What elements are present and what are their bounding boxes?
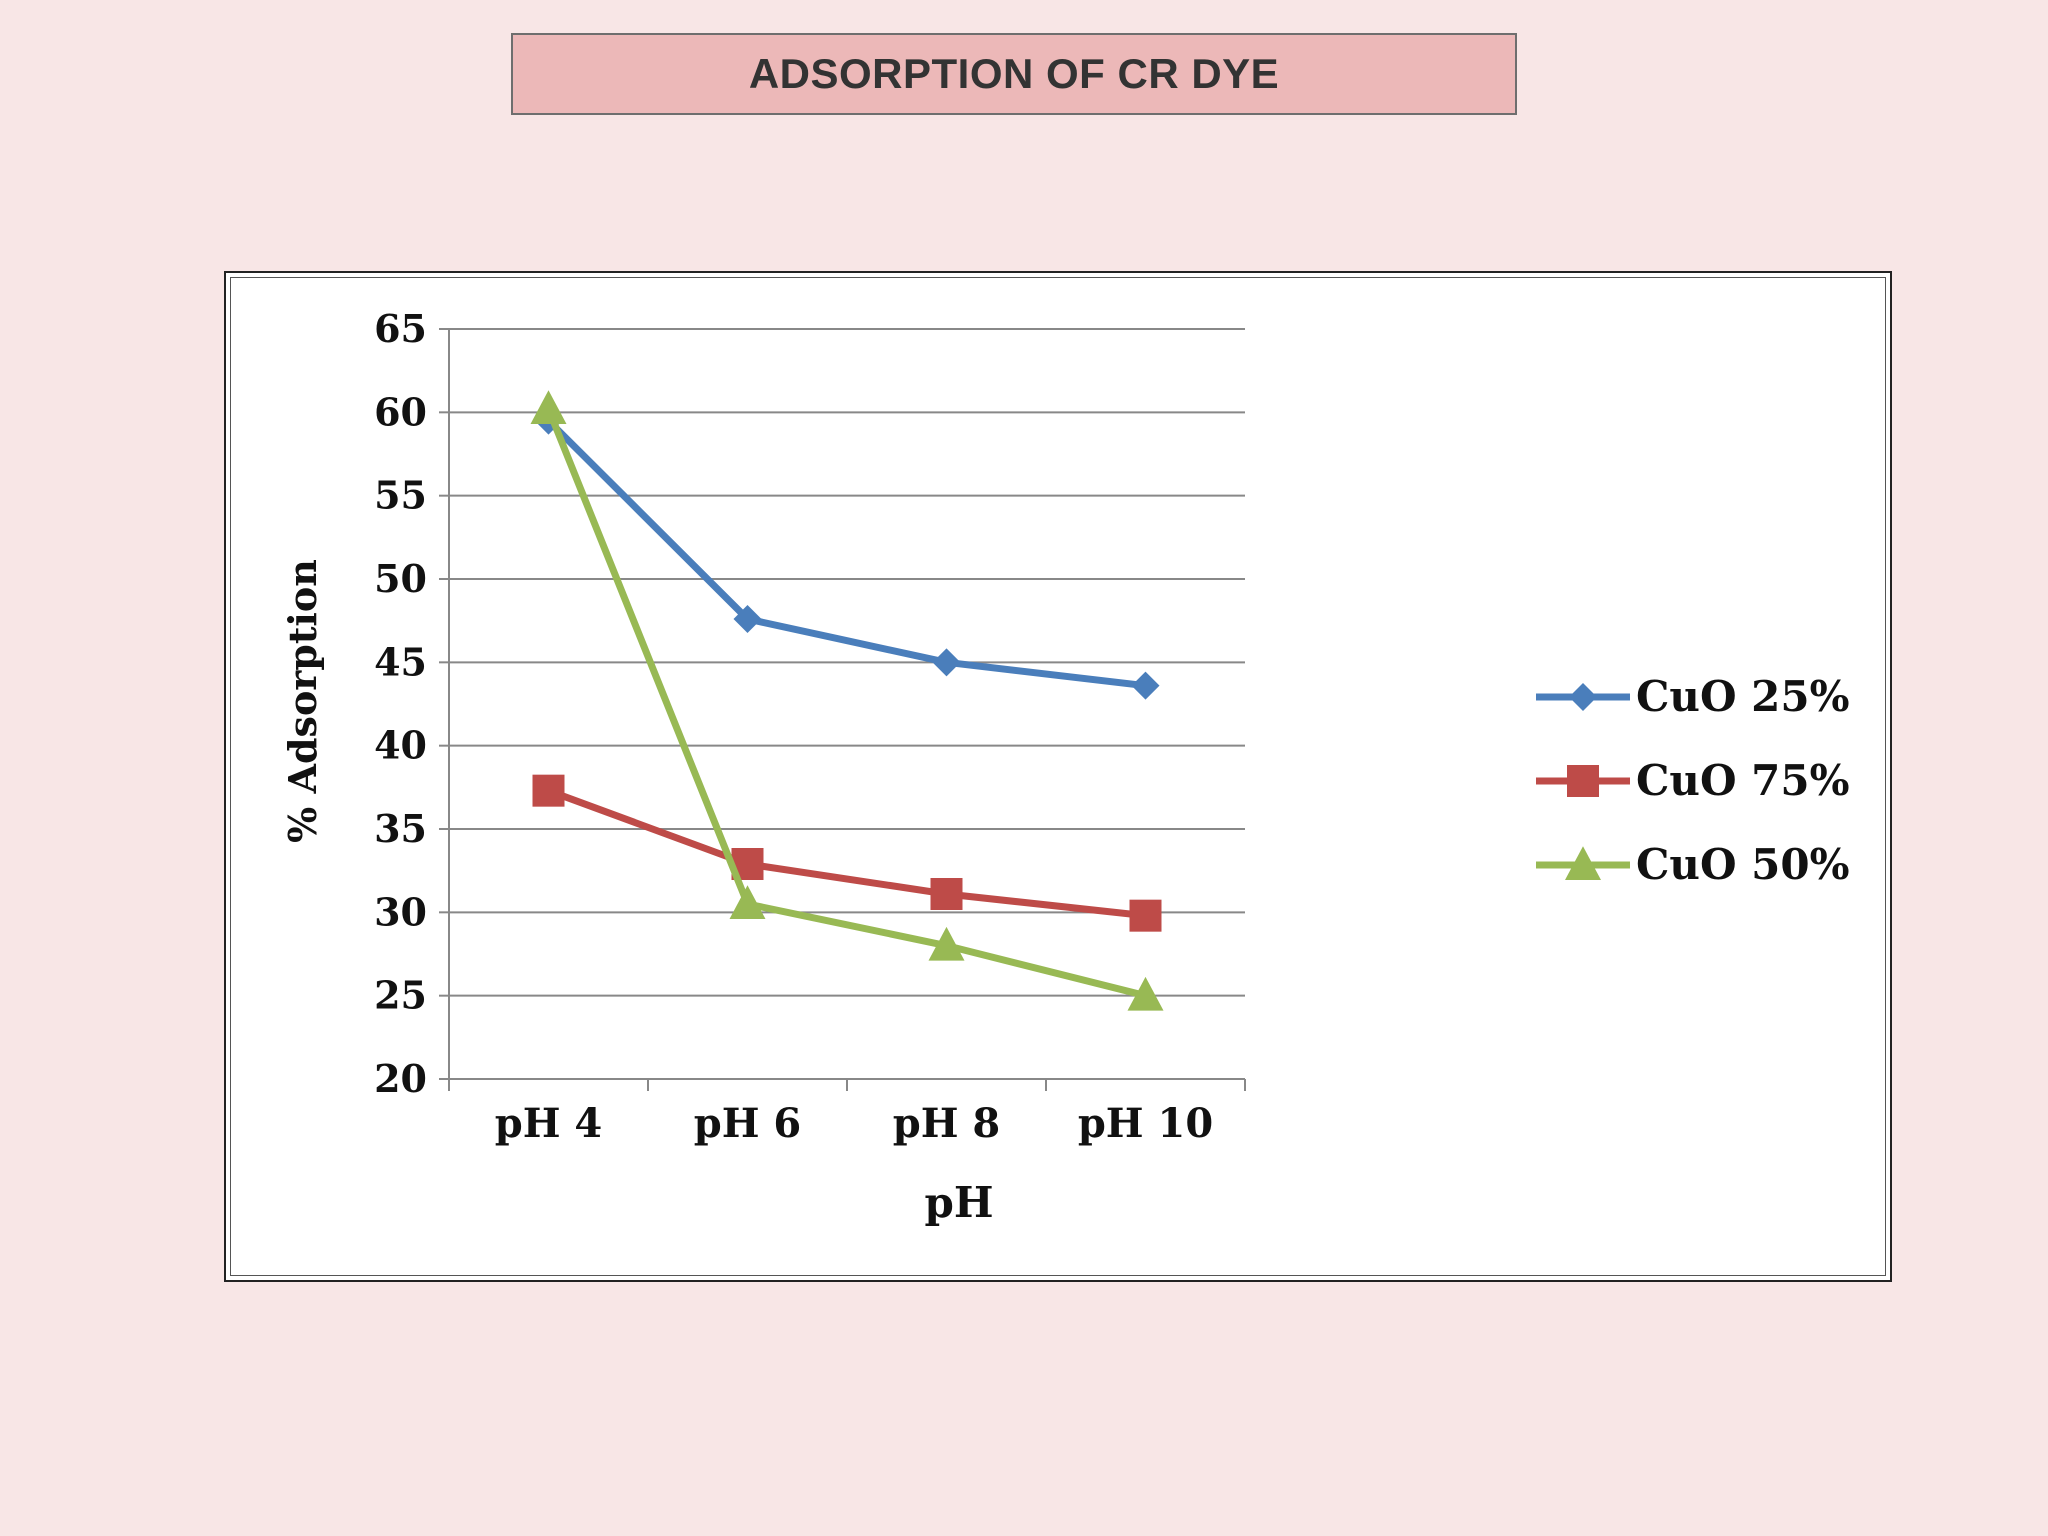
y-tick-label: 25	[374, 973, 427, 1018]
y-tick-label: 30	[374, 889, 427, 934]
data-point	[932, 648, 961, 677]
y-tick-label: 55	[374, 473, 427, 518]
grid-layer	[449, 328, 1245, 997]
series-line	[547, 787, 1146, 920]
y-tick-label: 65	[374, 306, 427, 351]
chart-frame-inner	[230, 277, 1886, 1276]
series-line	[546, 418, 1146, 690]
data-point	[1131, 671, 1160, 700]
x-tick-label: pH 8	[893, 1100, 1001, 1147]
legend-label: CuO 25%	[1636, 672, 1850, 721]
y-tick-label: 35	[374, 806, 427, 851]
data-point	[532, 774, 565, 807]
axis-layer: 20 25 30 35 40 45 50 55 60 65 pH 4 pH 6 pH 8 pH 10	[374, 306, 1246, 1147]
data-point	[733, 605, 762, 633]
data-point	[1129, 899, 1162, 932]
chart-frame: 20 25 30 35 40 45 50 55 60 65 pH 4 pH 6 pH 8 pH 10 Cu…	[224, 271, 1892, 1282]
x-tick-label: pH 10	[1078, 1100, 1213, 1147]
slide-title: ADSORPTION OF CR DYE	[511, 33, 1517, 115]
data-point	[530, 390, 567, 424]
data-point	[930, 878, 963, 910]
x-tick-label: pH 4	[495, 1100, 603, 1147]
data-point	[729, 885, 766, 919]
series-line	[545, 407, 1147, 1000]
legend-marker	[1567, 765, 1599, 797]
legend-marker	[1565, 846, 1601, 880]
legend-label: CuO 50%	[1636, 840, 1850, 889]
data-point	[928, 926, 965, 961]
legend-layer: CuO 25% CuO 75% CuO 50%	[1536, 672, 1850, 889]
legend-label: CuO 75%	[1636, 756, 1850, 805]
y-tick-label: 50	[374, 556, 427, 601]
y-tick-label: 40	[374, 723, 427, 768]
y-tick-label: 45	[374, 639, 427, 684]
chart-svg: 20 25 30 35 40 45 50 55 60 65 pH 4 pH 6 pH 8 pH 10 Cu…	[280, 306, 1850, 1227]
y-axis-title: % Adsorption	[280, 559, 325, 843]
x-axis-title: pH	[924, 1178, 993, 1227]
legend-marker	[1569, 683, 1597, 711]
y-tick-label: 20	[374, 1056, 427, 1101]
data-point	[1127, 976, 1164, 1011]
x-tick-label: pH 6	[694, 1100, 802, 1147]
y-tick-label: 60	[374, 389, 427, 434]
series-layer	[530, 390, 1164, 1011]
